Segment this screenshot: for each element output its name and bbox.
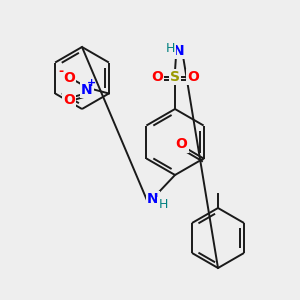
Text: O: O xyxy=(63,92,75,106)
Text: S: S xyxy=(170,70,180,84)
Text: H: H xyxy=(165,41,175,55)
Text: O: O xyxy=(187,70,199,84)
Text: N: N xyxy=(81,82,93,97)
Text: O: O xyxy=(151,70,163,84)
Text: O: O xyxy=(176,137,188,152)
Text: N: N xyxy=(147,192,159,206)
Text: +: + xyxy=(87,77,97,88)
Text: H: H xyxy=(158,199,168,212)
Text: N: N xyxy=(173,44,185,58)
Text: O: O xyxy=(63,70,75,85)
Text: -: - xyxy=(58,65,63,78)
